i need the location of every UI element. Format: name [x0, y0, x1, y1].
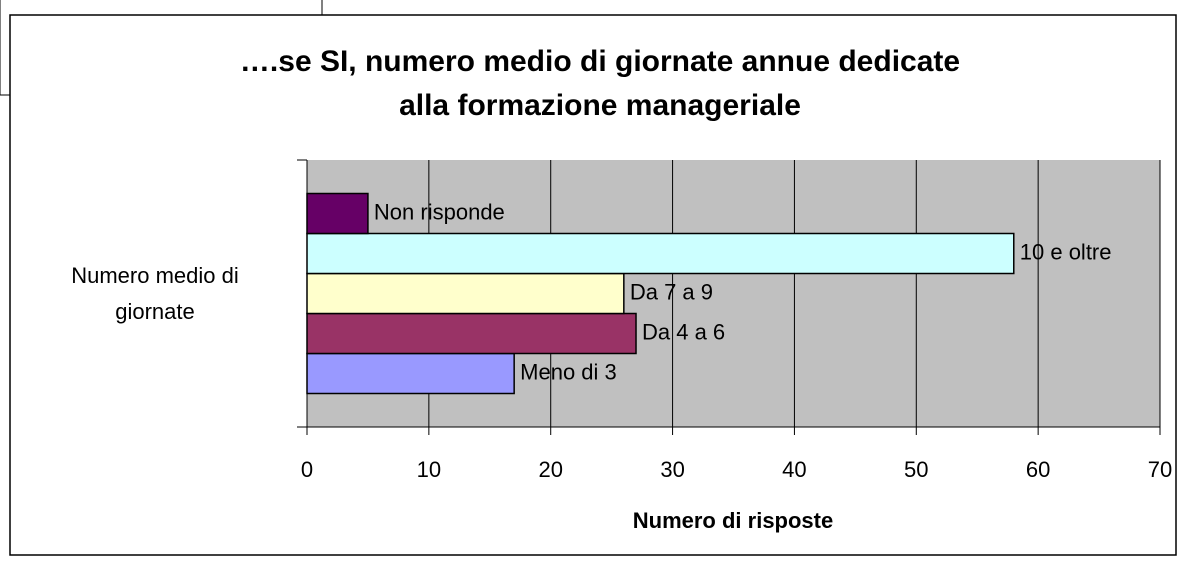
chart-title: alla formazione manageriale: [399, 89, 801, 122]
category-label: Numero medio di giornate: [71, 263, 239, 324]
bar: [306, 312, 637, 355]
x-tick-label: 10: [417, 457, 441, 482]
x-tick-label: 30: [660, 457, 684, 482]
x-tick-label: 50: [904, 457, 928, 482]
bar: [306, 272, 625, 315]
x-tick-label: 20: [538, 457, 562, 482]
data-label: Da 7 a 9: [630, 279, 713, 304]
data-label: Meno di 3: [520, 359, 617, 384]
data-label: Non risponde: [374, 199, 505, 224]
x-tick-label: 70: [1148, 457, 1172, 482]
x-tick-label: 0: [301, 457, 313, 482]
x-tick-label: 40: [782, 457, 806, 482]
data-label: Da 4 a 6: [642, 319, 725, 344]
chart-title: ….se SI, numero medio di giornate annue …: [240, 45, 960, 78]
bar: [306, 192, 369, 235]
x-axis-title: Numero di risposte: [633, 508, 833, 533]
data-label: 10 e oltre: [1020, 239, 1112, 264]
bar: [306, 232, 1015, 275]
x-tick-label: 60: [1026, 457, 1050, 482]
bar: [306, 352, 515, 395]
